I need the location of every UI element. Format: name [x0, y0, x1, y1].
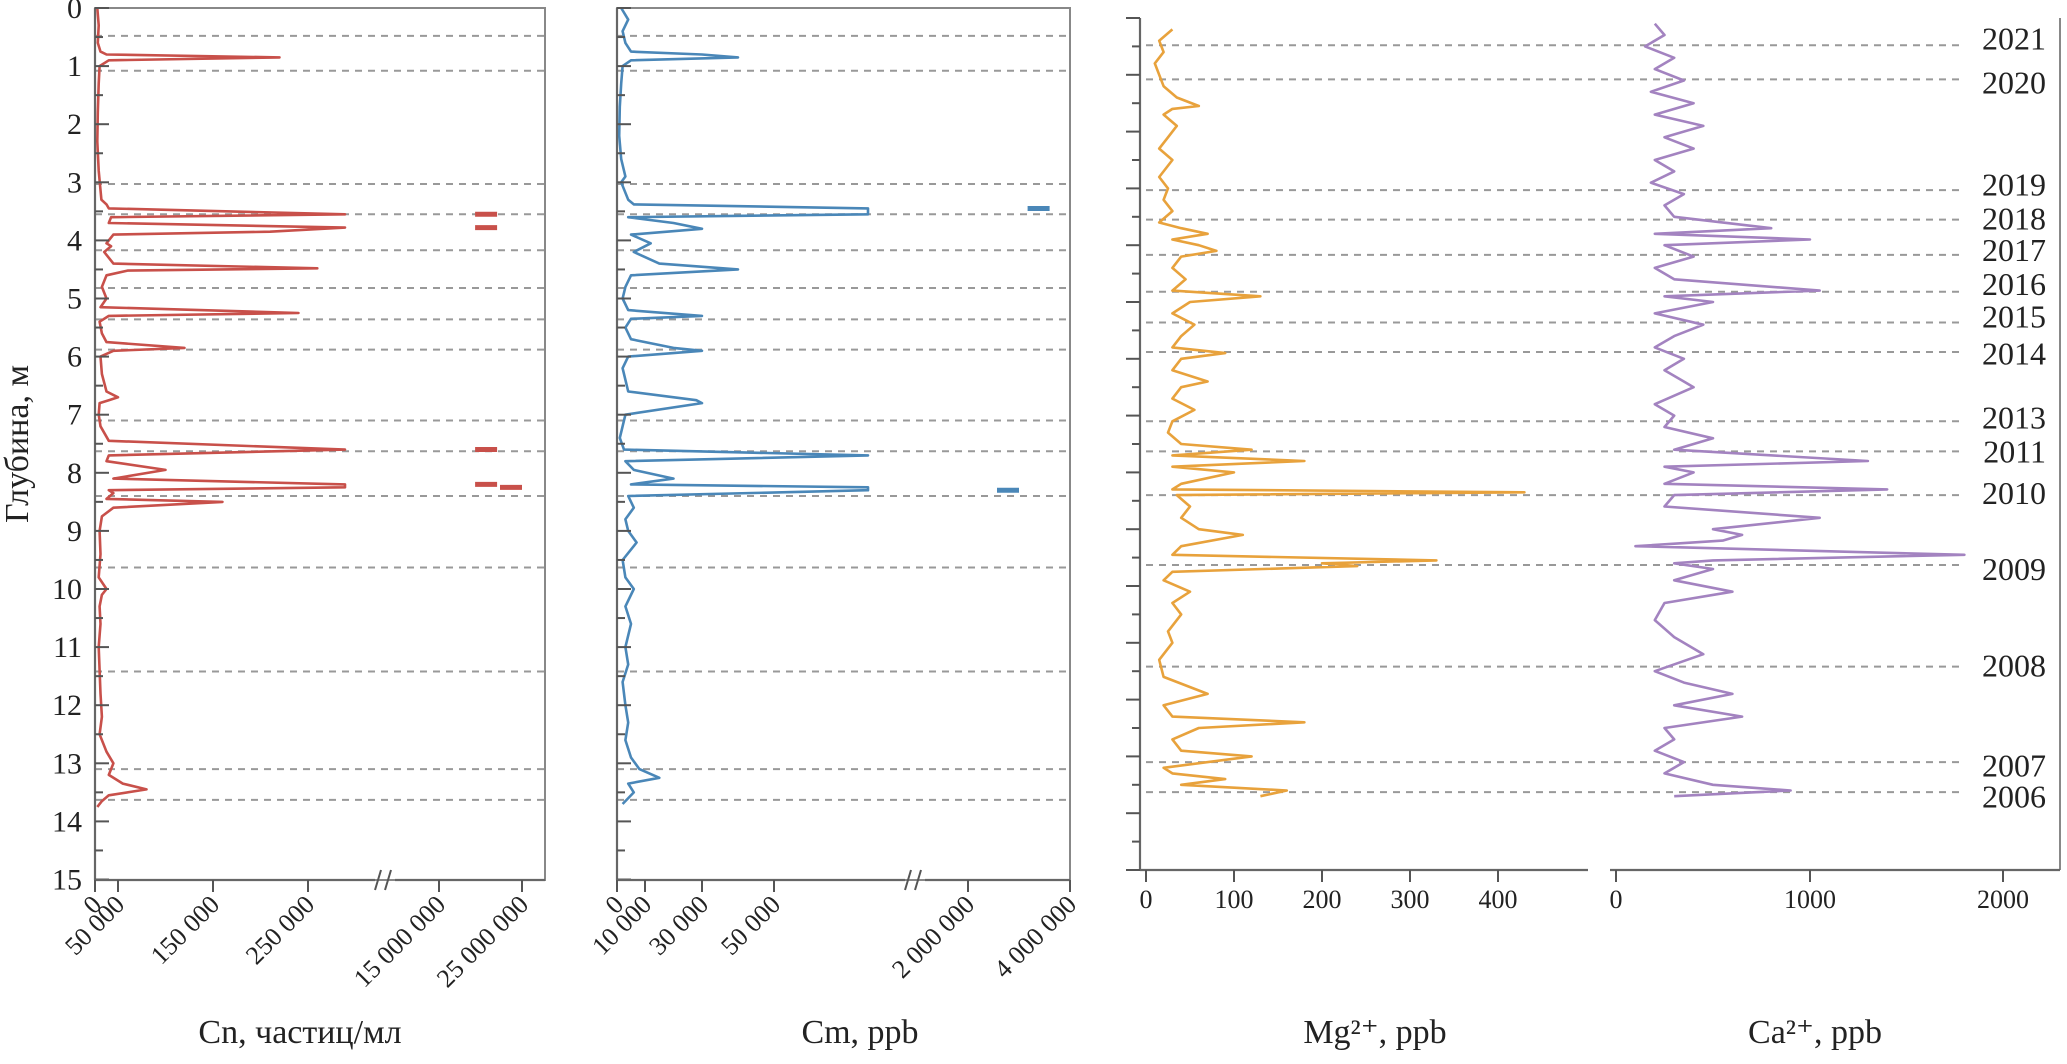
year-label: 2007: [1982, 748, 2046, 784]
series-lines: [96, 7, 1966, 808]
mg-x-tick-label: 100: [1215, 885, 1254, 914]
year-boundary-lines: [95, 34, 1960, 801]
depth-tick-label: 14: [52, 805, 82, 838]
depth-tick-label: 12: [52, 689, 82, 722]
year-label: 2015: [1982, 298, 2046, 334]
mg-x-tick-label: 400: [1479, 885, 1518, 914]
year-label: 2013: [1982, 399, 2046, 435]
axis-break-mark: [904, 869, 912, 891]
axis-break-mark: [374, 869, 382, 891]
year-label: 2011: [1983, 434, 2046, 470]
depth-tick-label: 7: [67, 399, 82, 432]
ca-x-tick-label: 2000: [1977, 885, 2029, 914]
axis-break-mark: [914, 869, 922, 891]
year-label: 2021: [1982, 21, 2046, 57]
mg-series-line: [1153, 28, 1526, 798]
year-label: 2016: [1982, 266, 2046, 302]
mg-x-tick-label: 200: [1303, 885, 1342, 914]
cm-x-tick-label: 4 000 000: [988, 890, 1082, 984]
cn-x-tick-label: 25 000 000: [431, 890, 534, 993]
year-label: 2006: [1982, 778, 2046, 814]
year-label: 2019: [1982, 167, 2046, 203]
ca-axis-title: Ca²⁺, ppb: [1748, 1014, 1882, 1051]
cn-x-tick-label: 250 000: [240, 890, 320, 970]
cm-x-tick-label: 30 000: [643, 890, 714, 961]
mg-x-tick-label: 300: [1391, 885, 1430, 914]
mg-axis-title: Mg²⁺, ppb: [1303, 1014, 1446, 1051]
axis-break-mark: [384, 869, 392, 891]
depth-tick-label: 4: [67, 224, 82, 257]
year-label: 2009: [1982, 551, 2046, 587]
depth-tick-label: 13: [52, 747, 82, 780]
depth-tick-label: 6: [67, 341, 82, 374]
depth-tick-label: 11: [53, 631, 82, 664]
axes: [93, 7, 2060, 892]
cn-axis-title: Cn, частиц/мл: [198, 1014, 401, 1051]
year-label: 2017: [1982, 232, 2046, 268]
year-label: 2014: [1982, 335, 2046, 371]
cm-series-line: [617, 7, 870, 805]
cn-series-line: [96, 7, 347, 808]
depth-tick-label: 3: [67, 166, 82, 199]
depth-tick-label: 8: [67, 457, 82, 490]
depth-tick-label: 0: [67, 0, 82, 25]
panel-frame-cm: [616, 7, 1071, 881]
ca-series-line: [1634, 22, 1966, 798]
cm-x-tick-label: 10 000: [586, 890, 657, 961]
cn-x-tick-label: 150 000: [145, 890, 225, 970]
mg-x-tick-label: 0: [1140, 885, 1153, 914]
depth-tick-label: 1: [67, 50, 82, 83]
ca-x-tick-label: 0: [1610, 885, 1623, 914]
depth-tick-label: 10: [52, 573, 82, 606]
ca-x-tick-label: 1000: [1784, 885, 1836, 914]
panel-frames: [94, 7, 2061, 881]
depth-tick-label: 5: [67, 283, 82, 316]
cm-x-tick-label: 2 000 000: [886, 890, 980, 984]
year-label: 2018: [1982, 201, 2046, 237]
year-label: 2008: [1982, 648, 2046, 684]
cm-axis-title: Cm, ppb: [801, 1014, 918, 1051]
cm-x-tick-label: 50 000: [715, 890, 786, 961]
depth-tick-label: 2: [67, 108, 82, 141]
depth-tick-label: 9: [67, 515, 82, 548]
year-label: 2020: [1982, 64, 2046, 100]
depth-axis-title: Глубина, м: [0, 365, 36, 523]
depth-tick-label: 15: [52, 864, 82, 897]
year-label: 2010: [1982, 475, 2046, 511]
